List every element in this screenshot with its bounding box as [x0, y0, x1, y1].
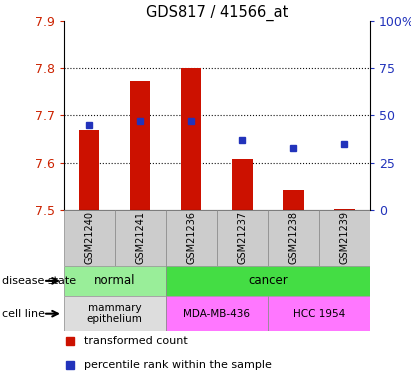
Bar — [166, 266, 370, 296]
Bar — [268, 296, 370, 331]
Text: disease state: disease state — [2, 276, 76, 286]
Text: MDA-MB-436: MDA-MB-436 — [183, 309, 250, 319]
Bar — [115, 210, 166, 266]
Title: GDS817 / 41566_at: GDS817 / 41566_at — [145, 4, 288, 21]
Bar — [64, 266, 166, 296]
Text: GSM21236: GSM21236 — [186, 211, 196, 264]
Bar — [217, 210, 268, 266]
Text: cell line: cell line — [2, 309, 45, 319]
Bar — [64, 210, 115, 266]
Bar — [166, 210, 217, 266]
Text: mammary
epithelium: mammary epithelium — [87, 303, 143, 324]
Bar — [334, 209, 355, 210]
Text: GSM21240: GSM21240 — [84, 211, 94, 264]
Text: cancer: cancer — [248, 274, 288, 287]
Bar — [319, 210, 370, 266]
Text: GSM21238: GSM21238 — [289, 211, 298, 264]
Bar — [268, 210, 319, 266]
Text: GSM21237: GSM21237 — [237, 211, 247, 264]
Text: percentile rank within the sample: percentile rank within the sample — [83, 360, 272, 370]
Bar — [181, 68, 201, 210]
Text: GSM21241: GSM21241 — [135, 211, 145, 264]
Text: transformed count: transformed count — [83, 336, 187, 346]
Bar — [64, 296, 166, 331]
Text: GSM21239: GSM21239 — [339, 211, 349, 264]
Bar — [166, 296, 268, 331]
Text: normal: normal — [94, 274, 136, 287]
Bar — [79, 130, 99, 210]
Bar — [232, 159, 252, 210]
Bar — [283, 190, 304, 210]
Text: HCC 1954: HCC 1954 — [293, 309, 345, 319]
Bar — [130, 81, 150, 210]
